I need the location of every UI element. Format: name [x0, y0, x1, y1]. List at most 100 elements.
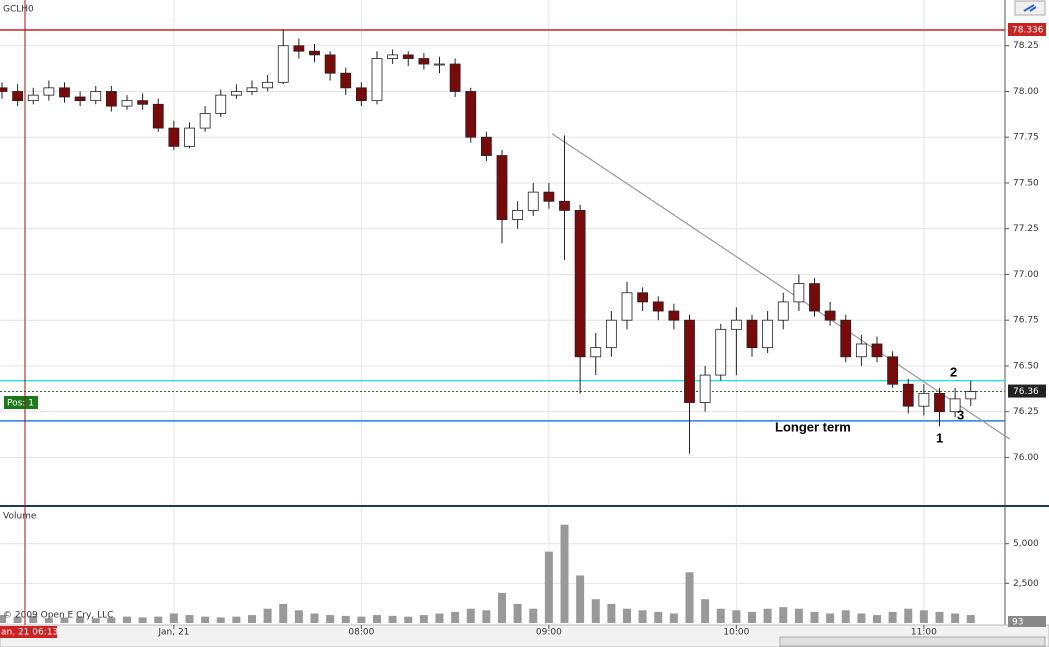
volume-bar: [201, 616, 210, 623]
candle-body: [371, 58, 383, 102]
scrollbar[interactable]: [779, 636, 1046, 647]
last-price-box: [1008, 384, 1046, 398]
volume-bar: [279, 603, 288, 623]
candle-body: [590, 347, 602, 358]
volume-bar: [419, 615, 428, 623]
candle-body: [277, 45, 289, 83]
x-tick-label: 10:00: [723, 628, 749, 638]
volume-bar: [638, 610, 647, 623]
trendline: [551, 133, 1011, 440]
candle-body: [449, 63, 461, 92]
candle-body: [0, 87, 8, 92]
position-box: [4, 396, 38, 409]
annotation: 3: [957, 407, 964, 422]
volume-bar: [216, 617, 225, 623]
volume-bar: [919, 610, 928, 623]
candle-body: [965, 391, 977, 400]
cursor-time-box: [0, 626, 57, 638]
candle-body: [730, 319, 742, 330]
candle-body: [543, 191, 555, 202]
volume-bar: [810, 611, 819, 623]
annotation: Longer term: [775, 419, 851, 434]
position-label: Pos: 1: [7, 399, 34, 409]
y-tick-label: 78.25: [1013, 41, 1039, 51]
volume-bar: [185, 615, 194, 623]
candle-body: [621, 292, 633, 321]
annotation: 1: [936, 430, 943, 445]
y-tick-label: 77.50: [1013, 178, 1039, 188]
candle-body: [777, 301, 789, 321]
candle-body: [574, 210, 586, 358]
candle-body: [199, 113, 211, 129]
x-tick-label: 09:00: [536, 628, 562, 638]
candle-body: [480, 136, 492, 156]
price-label: 78.336: [1012, 26, 1044, 36]
volume-value-box: [1008, 616, 1046, 627]
volume-bar: [654, 611, 663, 623]
volume-bar: [794, 608, 803, 623]
volume-bar: [904, 608, 913, 623]
candle-body: [293, 45, 305, 52]
x-tick-label: 08:00: [348, 628, 374, 638]
volume-bar: [60, 617, 69, 623]
candle-body: [105, 91, 117, 107]
y-tick-label: 76.25: [1013, 407, 1039, 417]
x-tick-label: Jan, 21: [157, 628, 189, 638]
volume-bar: [13, 616, 22, 623]
candle-body: [215, 94, 227, 114]
volume-bar: [341, 615, 350, 623]
candle-body: [887, 356, 899, 385]
volume-bar: [0, 615, 6, 623]
candle-body: [418, 58, 430, 65]
volume-bar: [560, 524, 569, 623]
candle-body: [746, 319, 758, 349]
candle-body: [434, 63, 445, 66]
candle-body: [949, 398, 961, 413]
volume-bar: [544, 551, 553, 623]
volume-title: Volume: [3, 512, 37, 522]
candle-body: [137, 100, 149, 105]
volume-bar: [388, 615, 397, 623]
x-tick-label: 11:00: [911, 628, 937, 638]
y-tick-label: 76.50: [1013, 361, 1039, 371]
volume-bar: [623, 608, 631, 623]
volume-bar: [935, 611, 944, 623]
candle-body: [824, 310, 836, 321]
candle-body: [840, 319, 852, 358]
volume-bar: [607, 603, 616, 623]
volume-bar: [701, 599, 710, 623]
volume-bar: [76, 616, 85, 623]
candle-body: [762, 319, 774, 349]
volume-bar: [498, 592, 506, 623]
volume-bar: [529, 608, 538, 623]
candle-body: [43, 87, 55, 96]
volume-value: 93: [1012, 618, 1023, 628]
volume-bar: [107, 617, 116, 623]
candle-body: [74, 96, 86, 102]
volume-bar: [44, 618, 53, 623]
candle-body: [402, 54, 414, 59]
copyright: © 2009 Open E Cry, LLC: [3, 611, 113, 621]
candle-body: [871, 343, 883, 358]
candle-body: [59, 87, 70, 98]
y-tick-label: 77.25: [1013, 224, 1039, 234]
volume-bar: [576, 575, 585, 623]
candle-body: [184, 127, 195, 147]
candle-body: [855, 343, 867, 358]
volume-bar: [591, 599, 600, 623]
candle-body: [465, 91, 477, 138]
candle-body: [684, 319, 695, 403]
candle-body: [652, 301, 664, 312]
candle-body: [512, 210, 524, 220]
volume-bar: [685, 572, 694, 623]
volume-bar: [888, 611, 897, 623]
candle-body: [605, 319, 617, 349]
volume-bar: [951, 613, 960, 623]
chart-title: GCLH0: [3, 5, 34, 15]
volume-bar: [966, 615, 975, 623]
candle-body: [152, 103, 164, 129]
volume-bar: [326, 615, 335, 623]
volume-bar: [138, 617, 147, 623]
price-label-box: [1008, 23, 1046, 37]
